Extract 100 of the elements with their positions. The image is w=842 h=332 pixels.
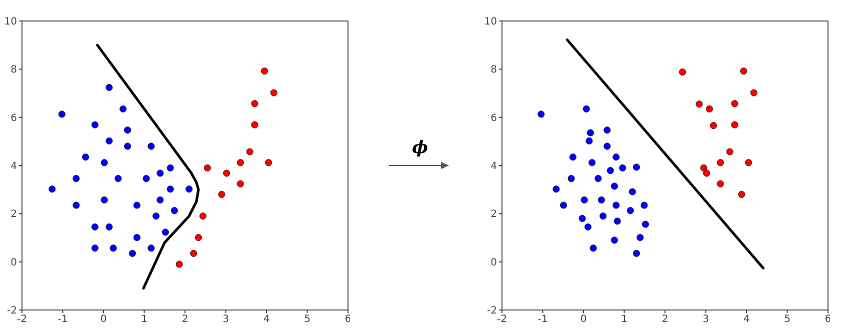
- y-tick-label: 0: [490, 257, 497, 268]
- point: [48, 186, 56, 193]
- point: [166, 186, 174, 193]
- point: [199, 212, 206, 220]
- point: [606, 167, 614, 174]
- x-tick-label: 2: [182, 314, 188, 326]
- point: [626, 206, 634, 214]
- point: [710, 122, 718, 130]
- point: [588, 159, 596, 166]
- point: [236, 180, 244, 188]
- point: [560, 202, 568, 209]
- point: [612, 202, 620, 209]
- point: [604, 142, 611, 150]
- y-tick-label: 6: [490, 112, 497, 124]
- x-tick-label: 2: [662, 314, 668, 326]
- point: [632, 250, 640, 257]
- point: [700, 164, 708, 172]
- point: [176, 260, 183, 268]
- y-tick-label: 2: [490, 209, 497, 220]
- point: [148, 244, 155, 252]
- point: [584, 223, 592, 230]
- point: [586, 137, 593, 144]
- point: [204, 164, 211, 172]
- point: [124, 126, 132, 134]
- point: [148, 142, 155, 150]
- point: [91, 121, 98, 128]
- y-tick-label: 2: [10, 209, 17, 220]
- point: [706, 105, 713, 112]
- point: [166, 164, 174, 172]
- point: [186, 186, 193, 193]
- point: [610, 182, 618, 190]
- point: [738, 190, 746, 198]
- y-tick-label: -2: [487, 306, 497, 317]
- point: [264, 159, 272, 166]
- point: [133, 234, 140, 242]
- x-tick-label: -1: [58, 314, 68, 326]
- point: [716, 159, 724, 166]
- x-tick-label: 1: [141, 314, 148, 326]
- point: [731, 121, 738, 128]
- point: [614, 218, 621, 225]
- y-tick-label: 4: [490, 161, 497, 172]
- point: [114, 174, 122, 182]
- point: [120, 105, 127, 112]
- line-series: [96, 44, 200, 290]
- x-tick-label: 1: [621, 314, 628, 326]
- point: [586, 129, 594, 136]
- point: [270, 89, 278, 96]
- y-tick-label: 10: [484, 16, 497, 28]
- point: [91, 244, 98, 252]
- point: [106, 223, 113, 230]
- y-tick-label: -2: [7, 306, 17, 317]
- point: [580, 196, 588, 204]
- point: [58, 110, 66, 118]
- point: [678, 68, 686, 76]
- point: [538, 110, 545, 118]
- point: [218, 190, 226, 198]
- point: [590, 244, 597, 252]
- x-tick-label: 4: [263, 314, 270, 326]
- x-tick-label: 4: [743, 314, 750, 326]
- point: [91, 223, 98, 230]
- point: [612, 154, 620, 161]
- text: ϕ: [410, 138, 429, 158]
- point: [72, 202, 80, 209]
- point: [716, 180, 724, 188]
- y-tick-label: 8: [10, 64, 17, 76]
- point: [82, 154, 90, 161]
- point: [110, 244, 117, 252]
- point: [569, 154, 576, 161]
- point: [604, 126, 611, 134]
- point: [628, 188, 636, 196]
- point: [696, 100, 703, 108]
- point: [156, 196, 164, 204]
- point: [100, 196, 108, 204]
- point: [610, 236, 618, 244]
- y-tick-label: 6: [10, 112, 17, 124]
- point: [190, 250, 198, 257]
- point: [600, 212, 607, 220]
- point: [552, 186, 560, 193]
- point: [246, 148, 254, 156]
- point: [170, 206, 178, 214]
- x-tick-label: 0: [580, 314, 587, 326]
- x-tick-label: 3: [702, 314, 709, 326]
- point: [744, 159, 752, 166]
- point: [236, 159, 244, 166]
- point: [251, 100, 258, 108]
- point: [632, 164, 640, 171]
- point: [156, 170, 164, 177]
- point: [152, 212, 160, 220]
- point: [703, 170, 710, 177]
- x-tick-label: 3: [222, 314, 229, 326]
- y-tick-label: 10: [4, 16, 17, 28]
- y-tick-label: 8: [490, 64, 497, 76]
- point: [640, 202, 648, 209]
- point: [598, 196, 605, 204]
- x-tick-label: 5: [304, 314, 310, 326]
- point: [133, 202, 140, 209]
- point: [731, 100, 738, 108]
- point: [106, 137, 113, 144]
- point: [100, 159, 108, 166]
- point: [642, 220, 649, 228]
